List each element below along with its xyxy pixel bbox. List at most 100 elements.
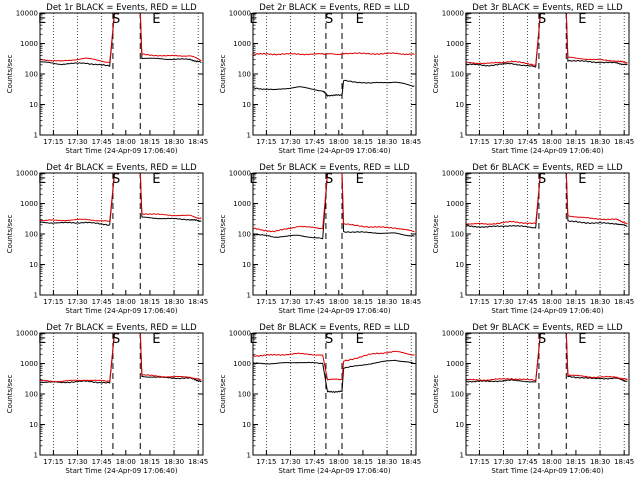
y-tick-label: 10 <box>455 261 464 269</box>
y-tick-label: 100 <box>25 391 38 399</box>
x-tick-label: 17:15 <box>43 458 63 466</box>
plot-frame <box>465 172 630 296</box>
chart-panel: Det 2r BLACK = Events, RED = LLD E S E 1 10 10… <box>213 0 426 160</box>
event-marker-label: E <box>152 172 160 187</box>
x-tick-label: 17:30 <box>67 298 87 306</box>
x-tick-label: 18:15 <box>566 458 586 466</box>
x-tick-label: 18:45 <box>614 138 634 146</box>
y-tick-label: 1000 <box>233 200 251 208</box>
x-tick-label: 17:45 <box>518 458 538 466</box>
events-series-line <box>466 12 628 68</box>
y-tick-label: 1000 <box>233 360 251 368</box>
y-tick-label: 100 <box>25 231 38 239</box>
x-tick-label: 18:45 <box>188 298 208 306</box>
y-tick-label: 10000 <box>442 10 464 18</box>
x-tick-label: 18:15 <box>140 298 160 306</box>
chart-title: Det 9r BLACK = Events, RED = LLD <box>472 323 623 333</box>
y-tick-label: 1 <box>34 292 38 300</box>
x-axis-label: Start Time (24-Apr-09 17:06:40) <box>65 467 177 475</box>
plot-frame <box>252 172 417 296</box>
y-tick-label: 1000 <box>20 200 38 208</box>
y-tick-label: 1 <box>247 292 251 300</box>
lld-series-line <box>253 172 415 233</box>
x-axis-label: Start Time (24-Apr-09 17:06:40) <box>65 147 177 155</box>
x-axis-label: Start Time (24-Apr-09 17:06:40) <box>65 307 177 315</box>
chart-panel: Det 3r BLACK = Events, RED = LLD E S E 1 10 10… <box>426 0 639 160</box>
chart-title: Det 1r BLACK = Events, RED = LLD <box>46 3 197 13</box>
event-marker-label: S <box>325 332 333 347</box>
plot-frame <box>39 332 204 456</box>
y-tick-label: 10000 <box>442 330 464 338</box>
x-tick-label: 17:45 <box>305 298 325 306</box>
y-tick-label: 100 <box>238 71 251 79</box>
y-tick-label: 10 <box>242 101 251 109</box>
y-axis-label: Counts/sec <box>219 55 227 94</box>
x-tick-label: 18:45 <box>614 458 634 466</box>
x-tick-label: 18:30 <box>377 138 397 146</box>
x-axis-label: Start Time (24-Apr-09 17:06:40) <box>278 307 390 315</box>
y-tick-label: 10000 <box>229 330 251 338</box>
x-tick-label: 18:45 <box>401 458 421 466</box>
x-axis-label: Start Time (24-Apr-09 17:06:40) <box>491 307 603 315</box>
x-tick-label: 18:30 <box>590 298 610 306</box>
chart-title: Det 8r BLACK = Events, RED = LLD <box>259 323 410 333</box>
x-tick-label: 17:15 <box>469 298 489 306</box>
y-tick-label: 1 <box>460 452 464 460</box>
event-marker-label: E <box>356 332 364 347</box>
x-tick-label: 18:00 <box>116 458 136 466</box>
x-tick-label: 18:00 <box>329 298 349 306</box>
x-tick-label: 18:45 <box>401 298 421 306</box>
x-tick-label: 17:15 <box>256 298 276 306</box>
lld-series-line <box>253 350 415 381</box>
x-tick-label: 18:15 <box>566 138 586 146</box>
events-series-line <box>466 332 628 383</box>
lld-series-line <box>466 12 628 66</box>
y-tick-label: 10 <box>455 421 464 429</box>
chart-title: Det 4r BLACK = Events, RED = LLD <box>46 163 197 173</box>
y-tick-label: 100 <box>238 391 251 399</box>
x-tick-label: 18:15 <box>140 458 160 466</box>
x-tick-label: 17:30 <box>493 138 513 146</box>
x-tick-label: 18:00 <box>542 138 562 146</box>
y-axis-label: Counts/sec <box>6 215 14 254</box>
x-tick-label: 17:45 <box>92 138 112 146</box>
x-tick-label: 17:30 <box>67 138 87 146</box>
y-tick-label: 1 <box>247 132 251 140</box>
plot-frame <box>465 12 630 136</box>
x-tick-label: 17:45 <box>92 298 112 306</box>
event-marker-label: S <box>112 172 120 187</box>
y-tick-label: 100 <box>451 231 464 239</box>
events-series-line <box>40 172 202 226</box>
y-tick-label: 100 <box>451 391 464 399</box>
x-tick-label: 18:45 <box>401 138 421 146</box>
x-tick-label: 18:00 <box>329 458 349 466</box>
x-tick-label: 18:00 <box>542 458 562 466</box>
x-tick-label: 17:45 <box>518 138 538 146</box>
event-marker-label: S <box>538 12 546 27</box>
event-marker-label: E <box>578 332 586 347</box>
x-tick-label: 18:30 <box>164 298 184 306</box>
y-tick-label: 100 <box>238 231 251 239</box>
x-tick-label: 17:15 <box>469 138 489 146</box>
x-tick-label: 17:30 <box>493 298 513 306</box>
x-tick-label: 17:30 <box>280 138 300 146</box>
x-tick-label: 18:00 <box>542 298 562 306</box>
y-tick-label: 1000 <box>20 360 38 368</box>
events-series-line <box>253 359 415 394</box>
x-tick-label: 18:15 <box>566 298 586 306</box>
x-tick-label: 18:00 <box>116 298 136 306</box>
y-tick-label: 1 <box>247 452 251 460</box>
x-tick-label: 17:15 <box>43 298 63 306</box>
y-axis-label: Counts/sec <box>432 55 440 94</box>
event-marker-label: S <box>112 332 120 347</box>
y-tick-label: 10 <box>29 261 38 269</box>
y-tick-label: 10 <box>242 261 251 269</box>
x-tick-label: 17:30 <box>67 458 87 466</box>
y-tick-label: 1 <box>460 132 464 140</box>
events-series-line <box>40 332 202 384</box>
